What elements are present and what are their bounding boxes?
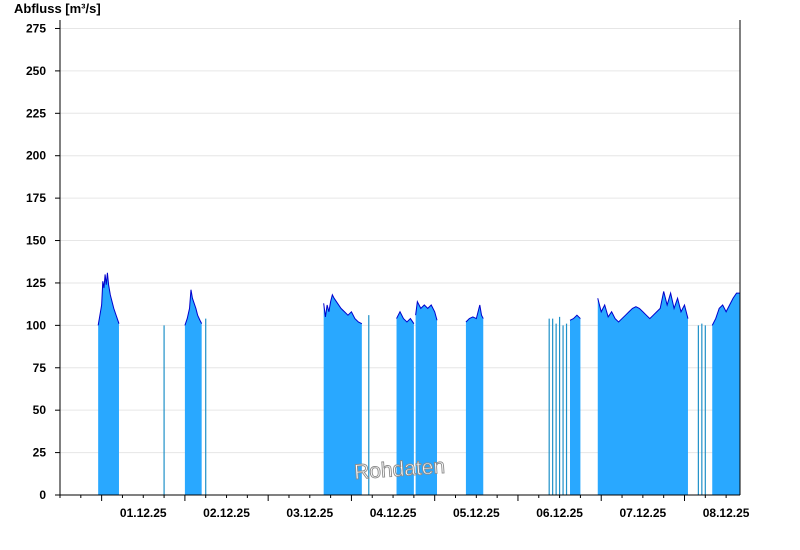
y-tick-label: 175 xyxy=(26,191,46,205)
y-axis-title: Abfluss [m³/s] xyxy=(14,1,101,16)
area-segment xyxy=(323,294,362,495)
x-tick-label: 05.12.25 xyxy=(453,506,500,520)
x-tick-label: 04.12.25 xyxy=(370,506,417,520)
line-segment xyxy=(465,304,484,323)
x-tick-label: 08.12.25 xyxy=(703,506,750,520)
x-tick-label: 01.12.25 xyxy=(120,506,167,520)
line-segment xyxy=(569,314,581,321)
y-tick-label: 275 xyxy=(26,21,46,35)
y-tick-label: 150 xyxy=(26,234,46,248)
y-tick-label: 250 xyxy=(26,64,46,78)
x-tick-label: 03.12.25 xyxy=(286,506,333,520)
line-segment xyxy=(415,299,438,321)
y-axis-ticks: 0 25 50 75 100 125 150 175 200 225 250 275 xyxy=(26,21,60,502)
area-segment xyxy=(570,315,581,495)
area-segment xyxy=(396,311,414,495)
y-tick-label: 75 xyxy=(33,361,47,375)
x-tick-label: 06.12.25 xyxy=(536,506,583,520)
line-segment xyxy=(711,292,740,326)
line-segment xyxy=(323,293,363,325)
y-tick-label: 200 xyxy=(26,149,46,163)
x-tick-label: 07.12.25 xyxy=(619,506,666,520)
y-tick-label: 25 xyxy=(33,446,47,460)
y-tick-label: 100 xyxy=(26,318,46,332)
y-tick-label: 225 xyxy=(26,106,46,120)
x-axis-ticks: 01.12.25 02.12.25 03.12.25 04.12.25 05.12.25… xyxy=(59,495,750,520)
area-segment xyxy=(465,305,484,495)
area-segment xyxy=(184,289,202,495)
series-area xyxy=(97,272,740,495)
area-segment xyxy=(98,272,119,495)
line-segment xyxy=(184,289,203,326)
x-tick-label: 02.12.25 xyxy=(203,506,250,520)
y-tick-label: 125 xyxy=(26,276,46,290)
y-tick-label: 0 xyxy=(39,488,46,502)
line-segment xyxy=(396,310,415,324)
line-segment xyxy=(97,272,120,326)
y-tick-label: 50 xyxy=(33,403,47,417)
area-segment xyxy=(597,291,688,495)
axes xyxy=(59,20,741,496)
grid-lines xyxy=(60,27,740,454)
area-segment xyxy=(712,293,740,495)
area-segment xyxy=(415,301,438,495)
line-segment xyxy=(597,291,689,323)
